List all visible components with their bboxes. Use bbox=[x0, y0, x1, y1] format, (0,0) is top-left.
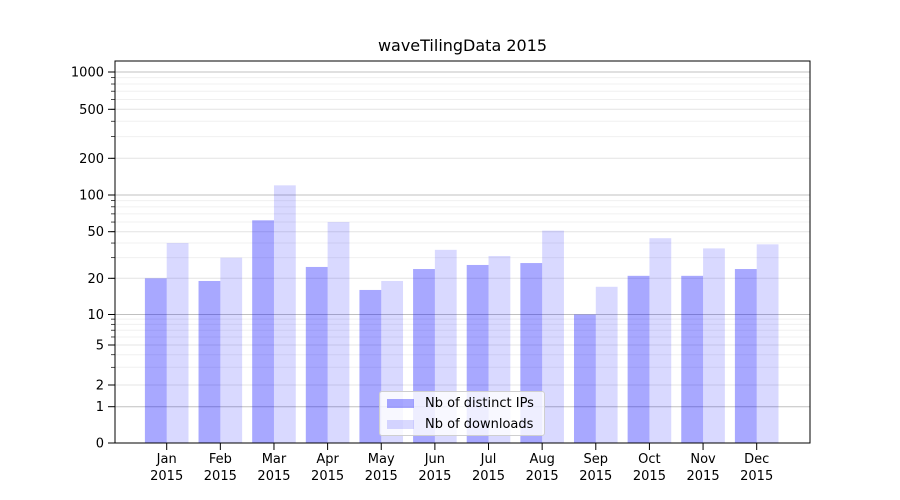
y-tick-label: 5 bbox=[96, 339, 104, 354]
x-tick-label: Jul 2015 bbox=[472, 452, 505, 484]
y-tick-label: 2 bbox=[96, 379, 104, 394]
bar-dec-distinct-ips bbox=[734, 269, 757, 443]
legend-swatch-downloads-icon bbox=[387, 419, 414, 429]
bar-sep-downloads bbox=[595, 286, 618, 443]
bar-apr-distinct-ips bbox=[305, 266, 328, 443]
y-tick-label: 500 bbox=[79, 103, 104, 118]
x-tick-label: Dec 2015 bbox=[740, 452, 773, 484]
x-tick-label: Aug 2015 bbox=[526, 452, 559, 484]
bar-aug-downloads bbox=[542, 230, 564, 443]
y-tick-label: 1 bbox=[96, 400, 104, 415]
y-tick-label: 20 bbox=[87, 272, 104, 287]
chart-title: waveTilingData 2015 bbox=[377, 36, 548, 55]
x-tick-label: Apr 2015 bbox=[311, 452, 344, 484]
bar-may-distinct-ips bbox=[359, 289, 382, 443]
x-tick-label: Oct 2015 bbox=[633, 452, 666, 484]
y-tick-label: 100 bbox=[79, 189, 104, 204]
bar-dec-downloads bbox=[756, 244, 779, 443]
bar-jan-distinct-ips bbox=[144, 278, 167, 443]
x-tick-label: Jan 2015 bbox=[150, 452, 183, 484]
bar-mar-downloads bbox=[273, 185, 296, 444]
bar-oct-downloads bbox=[649, 238, 672, 443]
legend-item-distinct-ips: Nb of distinct IPs bbox=[387, 393, 544, 414]
bar-sep-distinct-ips bbox=[573, 314, 596, 443]
bar-feb-distinct-ips bbox=[198, 280, 221, 443]
y-tick-label: 1000 bbox=[71, 66, 104, 81]
x-tick-label: Jun 2015 bbox=[418, 452, 451, 484]
bar-nov-distinct-ips bbox=[681, 275, 704, 443]
x-tick-label: Nov 2015 bbox=[687, 452, 720, 484]
legend-label-distinct-ips: Nb of distinct IPs bbox=[425, 395, 534, 411]
legend-item-downloads: Nb of downloads bbox=[387, 414, 544, 435]
y-tick-label: 10 bbox=[87, 308, 104, 323]
bar-nov-downloads bbox=[703, 248, 725, 443]
bar-mar-distinct-ips bbox=[252, 220, 274, 443]
x-tick-label: Mar 2015 bbox=[257, 452, 290, 484]
x-tick-label: Sep 2015 bbox=[579, 452, 612, 484]
bar-feb-downloads bbox=[220, 257, 243, 443]
legend: Nb of distinct IPs Nb of downloads bbox=[379, 391, 545, 436]
plot-frame bbox=[114, 60, 811, 444]
y-tick-label: 200 bbox=[79, 152, 104, 167]
bar-apr-downloads bbox=[327, 222, 350, 443]
bar-jan-downloads bbox=[166, 243, 189, 443]
bar-oct-distinct-ips bbox=[627, 275, 650, 443]
legend-swatch-distinct-ips-icon bbox=[387, 398, 414, 408]
y-tick-label: 0 bbox=[96, 437, 104, 452]
legend-label-downloads: Nb of downloads bbox=[425, 416, 534, 432]
y-tick-label: 50 bbox=[87, 225, 104, 240]
x-tick-label: Feb 2015 bbox=[204, 452, 237, 484]
x-tick-label: May 2015 bbox=[365, 452, 398, 484]
